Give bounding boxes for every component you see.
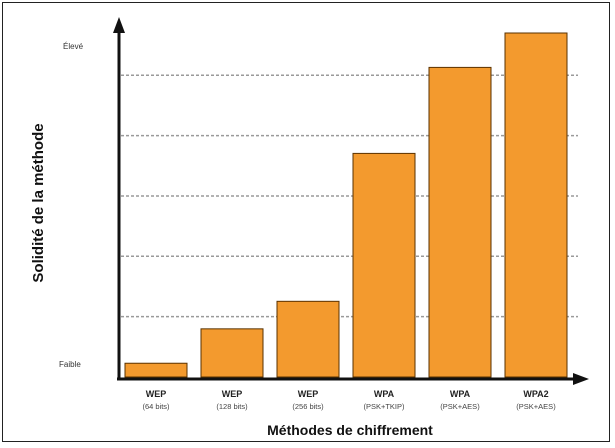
y-level-high-label: Élevé bbox=[63, 42, 84, 51]
bar bbox=[200, 328, 264, 378]
x-tick-sublabel: (PSK+TKIP) bbox=[363, 402, 405, 411]
bar bbox=[428, 66, 492, 378]
x-tick-sublabel: (PSK+AES) bbox=[516, 402, 556, 411]
y-axis-label: Solidité de la méthode bbox=[30, 123, 47, 282]
x-tick-sublabel: (256 bits) bbox=[292, 402, 324, 411]
bar bbox=[352, 152, 416, 378]
x-tick-label: WEP bbox=[222, 389, 243, 399]
x-tick-labels: WEP (64 bits) WEP (128 bits) WEP (256 bits) WP… bbox=[142, 389, 556, 411]
x-tick-label: WPA bbox=[374, 389, 395, 399]
gridlines bbox=[121, 74, 578, 318]
x-tick-label: WEP bbox=[298, 389, 319, 399]
bar bbox=[124, 362, 188, 378]
x-tick-sublabel: (64 bits) bbox=[142, 402, 170, 411]
bar-chart: Élevé Faible WEP(64 bits)WEP(128 bits)WE… bbox=[30, 17, 589, 438]
x-tick-label: WPA bbox=[450, 389, 471, 399]
x-tick-label: WPA2 bbox=[523, 389, 548, 399]
y-level-low-label: Faible bbox=[59, 360, 81, 369]
bar bbox=[276, 300, 340, 378]
bar bbox=[504, 32, 568, 378]
x-tick-sublabel: (PSK+AES) bbox=[440, 402, 480, 411]
bars bbox=[124, 32, 568, 378]
x-axis-label: Méthodes de chiffrement bbox=[267, 422, 433, 438]
chart-frame: Élevé Faible WEP (64 bits) WEP (128 bits) WE… bbox=[2, 2, 610, 442]
x-axis-arrow bbox=[573, 373, 589, 385]
axes bbox=[113, 17, 589, 385]
y-axis-arrow bbox=[113, 17, 125, 33]
x-tick-sublabel: (128 bits) bbox=[216, 402, 248, 411]
x-tick-label: WEP bbox=[146, 389, 167, 399]
